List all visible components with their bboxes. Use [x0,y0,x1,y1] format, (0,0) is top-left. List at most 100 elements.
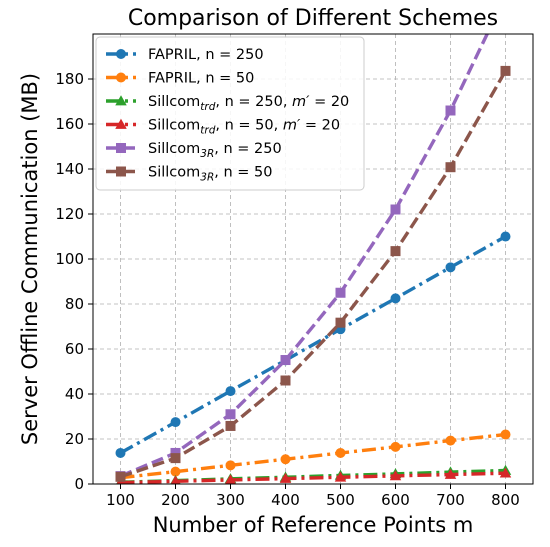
data-point [224,474,237,484]
legend-label-part: , n = 250 [214,141,281,157]
legend-label-part: m′ [292,94,310,110]
legend-label-part: = 20 [300,118,340,134]
legend-label-part: Sillcom [148,141,200,157]
legend-label-part: 3R [200,148,214,160]
y-tick-label: 100 [55,250,84,268]
series-layer [115,34,512,484]
x-tick-label: 300 [216,491,245,509]
x-tick-label: 100 [106,491,135,509]
y-tick-label: 0 [74,475,84,493]
data-point [225,386,236,397]
series-line [120,432,506,480]
legend-label-part: Sillcom [148,94,200,110]
y-tick-label: 20 [65,430,84,448]
data-point [390,441,401,452]
legend-label-part: trd [200,125,215,137]
legend-label-part: , n = 250, [215,94,292,110]
legend-entry: Sillcom3R, n = 250 [106,141,282,160]
series-line [119,70,507,479]
legend-label-part: = 20 [309,94,349,110]
data-point [445,162,456,173]
data-point [225,420,236,431]
data-point [335,447,346,458]
legend-entry: Sillcomtrd, n = 50, m′ = 20 [106,118,340,137]
series-line [119,34,490,478]
legend-label-part: trd [200,101,215,113]
data-point [445,105,456,116]
x-axis-label: Number of Reference Points m [153,513,474,537]
data-point [335,287,346,298]
x-tick-label: 700 [436,491,465,509]
legend-label-part: Sillcom [148,118,200,134]
series-3 [116,467,512,484]
legend-marker [116,143,126,153]
legend-marker [116,166,126,177]
y-tick-label: 120 [55,205,84,223]
data-point [280,375,291,386]
y-tick-label: 140 [55,160,84,178]
x-tick-label: 600 [381,491,410,509]
data-point [280,355,291,366]
data-point [390,293,401,304]
data-point [279,472,292,483]
legend-entry: Sillcom3R, n = 50 [106,165,272,184]
y-tick-label: 60 [65,340,84,358]
legend-entry: Sillcomtrd, n = 250, m′ = 20 [106,94,349,113]
legend-label-part: FAPRIL, n = 50 [148,71,254,87]
data-point [445,262,456,273]
data-point [389,470,402,481]
data-point [170,466,181,477]
x-tick-label: 400 [271,491,300,509]
legend-label-part: Sillcom [148,165,200,181]
series-line [120,471,506,484]
series-5 [115,65,511,482]
legend-label: Sillcomtrd, n = 50, m′ = 20 [148,118,340,137]
data-point [390,246,401,257]
legend-label: FAPRIL, n = 50 [148,71,254,87]
legend-label-part: FAPRIL, n = 250 [148,47,264,63]
data-point [335,317,346,328]
legend-label-part: , n = 50, [215,118,282,134]
y-tick-label: 160 [55,115,84,133]
legend-box [95,36,365,191]
data-point [500,65,511,76]
series-line [119,235,507,455]
data-point [334,471,347,482]
y-tick-label: 180 [55,70,84,88]
legend-label-part: m′ [283,118,301,134]
data-point [499,467,512,478]
tick-layer: 100 200 300 400 500 600 700 800 0 20 40 60 80 100 120 1… [55,70,519,509]
legend-marker [115,118,127,129]
data-point [225,409,236,420]
legend-label-part: 3R [200,172,214,184]
data-point [390,204,401,215]
data-point [225,460,236,471]
data-point [280,454,291,465]
legend-marker [116,72,126,83]
y-tick-label: 40 [65,385,84,403]
data-point [445,435,456,446]
legend-entry: FAPRIL, n = 250 [106,47,264,63]
chart-title: Comparison of Different Schemes [128,6,498,31]
legend-marker [116,49,126,59]
y-axis-label: Server Offline Communication (MB) [18,73,42,445]
data-point [115,447,126,458]
x-tick-label: 500 [326,491,355,509]
legend-entry: FAPRIL, n = 50 [106,71,254,87]
data-point [170,447,181,458]
data-point [444,468,457,479]
data-point [500,231,511,242]
legend-label: Sillcom3R, n = 250 [148,141,282,160]
data-point [170,417,181,428]
legend-label: FAPRIL, n = 250 [148,47,264,63]
data-point [500,429,511,440]
data-point [170,453,181,464]
x-tick-label: 800 [491,491,520,509]
x-tick-label: 200 [161,491,190,509]
legend-label: Sillcom3R, n = 50 [148,165,272,184]
legend-label: Sillcomtrd, n = 250, m′ = 20 [148,94,349,113]
data-point [170,475,181,484]
data-point [115,471,126,482]
